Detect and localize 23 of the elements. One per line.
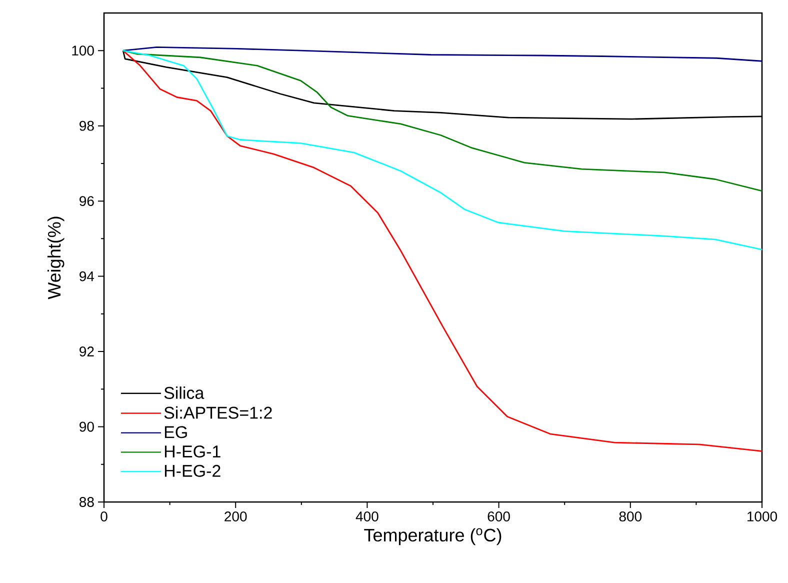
y-tick-label: 90 [80,422,94,432]
y-tick-label: 98 [80,120,94,131]
x-axis-title: Temperature ($^{o}$C) [364,528,502,546]
legend-label: Silica [164,386,204,399]
legend-label: H-EG-2 [164,464,220,477]
line-series [122,46,762,62]
legend-label: EG [164,426,187,438]
y-tick-label: 94 [80,271,94,282]
x-tick-label: 800 [619,512,642,522]
x-tick-label: 200 [224,512,247,522]
y-tick-label: 92 [80,346,94,356]
legend-label: H-EG-1 [164,445,220,458]
line-series [122,50,762,250]
x-tick-label: 600 [488,512,510,522]
legend-label: Si:APTES=1:2 [164,406,272,419]
x-tick-label: 0 [100,512,108,522]
y-tick-label: 96 [80,196,94,206]
y-tick-label: 100 [72,46,94,56]
y-tick-label: 88 [80,497,94,507]
y-axis-title: Weight(%) [47,216,64,300]
line-series [122,50,762,192]
x-tick-label: 1000 [747,512,778,522]
x-tick-label: 400 [356,512,378,522]
